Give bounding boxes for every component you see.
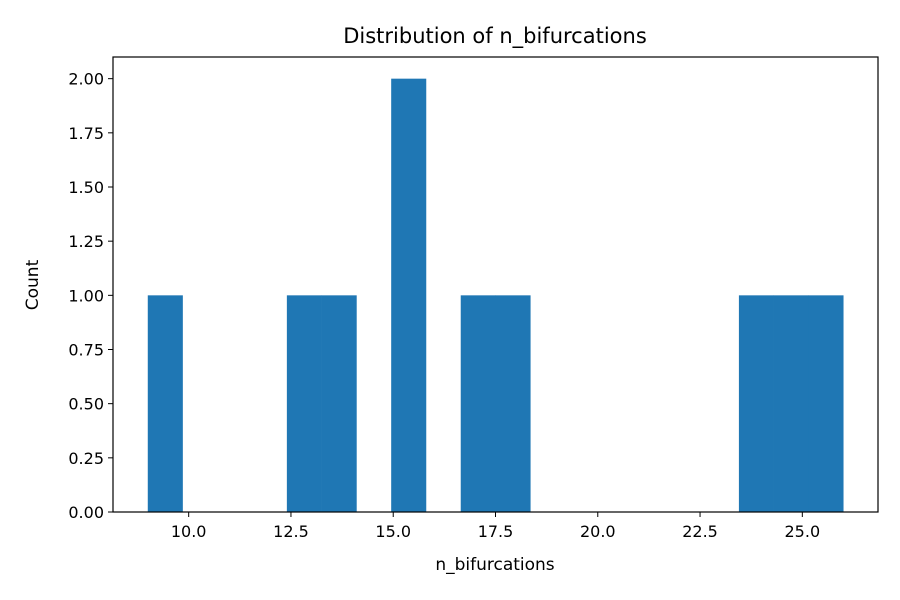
y-axis-ticks: 0.00 0.25 0.50 0.75 1.00 1.25 1.50 1.75 2.00 bbox=[68, 70, 113, 522]
histogram-bar bbox=[286, 295, 322, 512]
histogram-bar bbox=[147, 295, 183, 512]
x-tick-label: 15.0 bbox=[375, 522, 411, 541]
histogram-bar bbox=[808, 295, 844, 512]
plot-frame bbox=[112, 56, 879, 513]
chart-title: Distribution of n_bifurcations bbox=[343, 24, 647, 49]
x-axis-ticks: 10.0 12.5 15.0 17.5 20.0 22.5 25.0 bbox=[171, 512, 820, 541]
histogram-bar bbox=[773, 295, 809, 512]
histogram-bar bbox=[495, 295, 531, 512]
y-tick-label: 0.00 bbox=[68, 503, 104, 522]
histogram-bar bbox=[321, 295, 357, 512]
histogram-bar bbox=[738, 295, 774, 512]
x-tick-label: 17.5 bbox=[478, 522, 514, 541]
y-tick-label: 0.50 bbox=[68, 395, 104, 414]
y-tick-label: 1.50 bbox=[68, 178, 104, 197]
y-tick-label: 0.25 bbox=[68, 449, 104, 468]
y-axis-label: Count bbox=[23, 259, 43, 310]
x-tick-label: 22.5 bbox=[682, 522, 718, 541]
y-tick-label: 1.25 bbox=[68, 232, 104, 251]
x-axis-label: n_bifurcations bbox=[435, 555, 554, 575]
x-tick-label: 12.5 bbox=[273, 522, 309, 541]
histogram-bar bbox=[391, 78, 427, 513]
y-tick-label: 1.00 bbox=[68, 286, 104, 305]
y-tick-label: 0.75 bbox=[68, 341, 104, 360]
x-tick-label: 25.0 bbox=[785, 522, 821, 541]
histogram-bar bbox=[460, 295, 496, 512]
histogram-bars bbox=[147, 78, 844, 513]
y-tick-label: 2.00 bbox=[68, 70, 104, 89]
x-tick-label: 10.0 bbox=[171, 522, 207, 541]
y-tick-label: 1.75 bbox=[68, 124, 104, 143]
x-tick-label: 20.0 bbox=[580, 522, 616, 541]
